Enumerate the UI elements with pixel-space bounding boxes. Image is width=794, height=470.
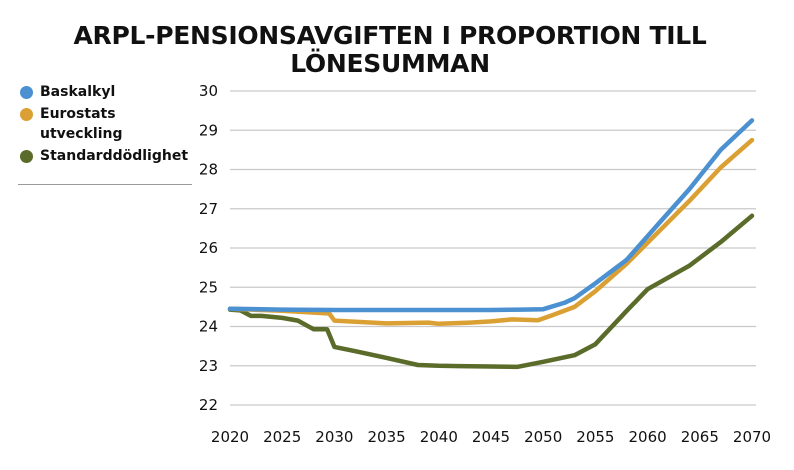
x-tick-label: 2050 [524, 428, 562, 446]
legend-marker-icon [20, 108, 33, 121]
y-tick-label: 28 [199, 161, 218, 179]
x-tick-label: 2020 [211, 428, 249, 446]
y-tick-label: 25 [199, 278, 218, 296]
x-axis-ticks: 2020 2025 2030 2035 2040 2045 2050 2055 2060 2065… [211, 428, 771, 446]
x-tick-label: 2035 [368, 428, 406, 446]
x-tick-label: 2065 [681, 428, 719, 446]
x-tick-label: 2070 [733, 428, 771, 446]
legend-item: Eurostats utveckling [18, 104, 196, 144]
x-tick-label: 2060 [629, 428, 667, 446]
legend-item: Standarddödlighet [18, 146, 196, 166]
legend-label: Eurostats utveckling [40, 106, 123, 142]
legend-label: Baskalkyl [40, 84, 116, 100]
series-line-1 [227, 137, 755, 327]
x-tick-label: 2055 [576, 428, 614, 446]
legend-divider [18, 184, 192, 185]
legend-item: Baskalkyl [18, 82, 196, 102]
x-tick-label: 2045 [472, 428, 510, 446]
y-tick-label: 30 [199, 82, 218, 100]
y-axis-ticks: 22 23 24 25 26 27 28 29 30 [199, 82, 218, 414]
legend-label: Standarddödlighet [40, 148, 189, 164]
series-lines [227, 118, 755, 370]
series-line-0 [227, 118, 755, 313]
x-tick-label: 2040 [420, 428, 458, 446]
legend-marker-icon [20, 86, 33, 99]
x-tick-label: 2025 [263, 428, 301, 446]
grid-lines [230, 90, 756, 406]
y-tick-label: 29 [199, 121, 218, 139]
chart-title: ARPL-PENSIONSAVGIFTEN I PROPORTION TILL … [73, 21, 707, 78]
x-tick-label: 2030 [315, 428, 353, 446]
legend: Baskalkyl Eurostats utveckling Standarddöd… [18, 82, 196, 168]
y-tick-label: 24 [199, 318, 218, 336]
y-tick-label: 22 [199, 396, 218, 414]
y-tick-label: 23 [199, 357, 218, 375]
legend-marker-icon [20, 150, 33, 163]
y-tick-label: 26 [199, 239, 218, 257]
y-tick-label: 27 [199, 200, 218, 218]
series-line-2 [227, 213, 755, 370]
